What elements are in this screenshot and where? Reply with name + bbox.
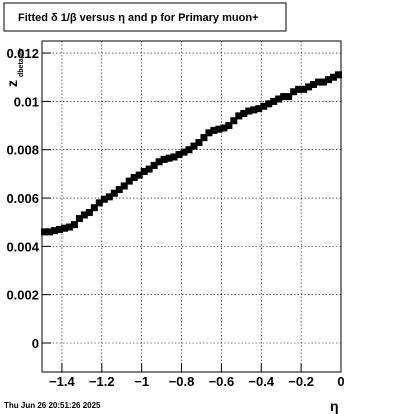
y-axis-title-sub: dbetapiv [18,48,25,77]
title-box: Fitted δ 1/β versus η and p for Primary … [3,2,287,32]
data-point-black [200,134,208,142]
x-axis-title: η [330,398,339,414]
y-tick-label: 0.002 [6,288,39,303]
y-axis-title-main: z [4,80,20,87]
data-point-black [55,225,63,233]
axis-ticks [42,52,342,372]
data-point-black [220,124,228,132]
data-point-black [115,186,123,194]
y-tick-labels: 0 0.002 0.004 0.006 0.008 0.01 0.012 [6,46,39,351]
data-point-black [240,109,248,117]
data-point-black [310,80,318,88]
data-point-black [315,78,323,86]
data-point-black [290,88,298,96]
data-point-black [185,146,193,154]
y-tick-label: 0 [32,336,39,351]
data-point-black [190,142,198,150]
data-points [40,71,343,236]
data-point-black [210,126,218,134]
y-tick-label: 0.008 [6,143,39,158]
data-point-black [90,204,98,212]
data-point-black [40,228,48,236]
data-point-black [195,138,203,146]
data-point-black [130,174,138,182]
data-point-black [100,195,108,203]
data-point-black [105,193,113,201]
data-point-black [280,93,288,101]
y-tick-label: 0.006 [6,191,39,206]
data-point-black [175,151,183,159]
data-point-black [50,227,58,235]
y-tick-label: 0.004 [6,239,39,254]
x-tick-label: −0.2 [288,374,314,389]
data-point-black [80,211,88,219]
data-point-black [165,154,173,162]
y-tick-label: 0.01 [14,94,39,109]
data-point-black [205,129,213,137]
data-point-black [45,228,53,236]
data-point-black [245,107,253,115]
data-point-black [295,85,303,93]
data-point-black [265,100,273,108]
data-point-black [330,73,338,81]
data-point-black [260,102,268,110]
data-point-black [305,83,313,91]
data-point-black [225,122,233,130]
y-axis-title: z dbetapiv [4,48,25,87]
x-tick-label: −1.2 [89,374,115,389]
chart-title: Fitted δ 1/β versus η and p for Primary … [18,12,258,24]
data-point-black [125,177,133,185]
data-point-black [325,76,333,84]
data-point-black [65,223,73,231]
data-point-black [70,221,78,229]
data-point-black [255,105,263,113]
data-point-black [285,93,293,101]
data-point-black [155,158,163,166]
data-point-black [215,125,223,133]
timestamp-footer: Thu Jun 26 20:51:26 2025 [4,401,101,410]
x-tick-label: −1.4 [49,374,75,389]
data-point-black [120,182,128,190]
grid-lines [42,41,342,372]
data-point-black [95,199,103,207]
x-tick-label: −1 [134,374,149,389]
data-point-black [235,112,243,120]
data-point-black [230,117,238,125]
title-frame [3,2,287,32]
data-point-black [300,85,308,93]
x-tick-label: 0 [337,374,344,389]
x-tick-label: −0.4 [248,374,274,389]
data-point-black [135,171,143,179]
data-point-black [60,224,68,232]
x-tick-label: −0.8 [169,374,195,389]
data-point-black [320,78,328,86]
data-point-black [275,95,283,103]
data-point-black [180,148,188,156]
x-tick-labels: −1.4 −1.2 −1 −0.8 −0.6 −0.4 −0.2 0 [49,374,345,389]
data-point-black [170,153,178,161]
data-point-black [150,161,158,169]
data-point-black [75,215,83,223]
data-point-black [145,165,153,173]
y-tick-label: 0.012 [6,46,39,61]
data-point-black [85,209,93,217]
data-point-black [160,155,168,163]
data-point-black [335,71,343,79]
data-point-black [270,97,278,105]
data-point-black [110,189,118,197]
data-point-black [140,167,148,175]
data-point-black [250,106,258,114]
x-tick-label: −0.6 [209,374,235,389]
